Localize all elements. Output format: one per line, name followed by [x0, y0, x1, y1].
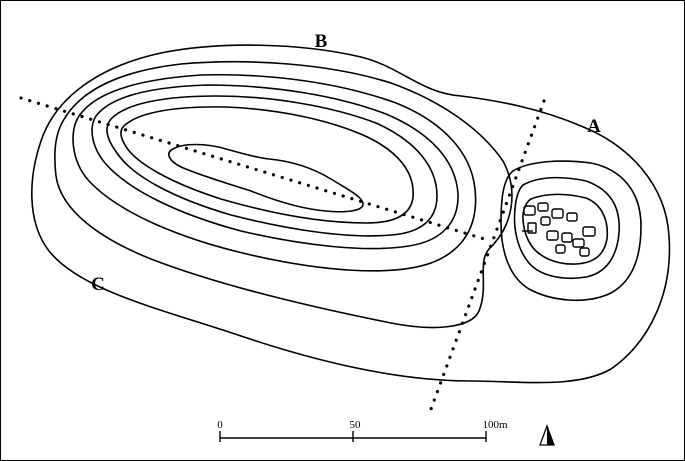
stone [582, 226, 596, 237]
stone [555, 244, 566, 254]
section-line-a [429, 99, 546, 411]
stone [523, 205, 536, 216]
stone [561, 232, 573, 243]
stone-remains [522, 202, 596, 257]
stone [551, 208, 564, 219]
scale-label-0: 0 [217, 419, 223, 431]
outer-contour [31, 44, 671, 384]
stone [566, 212, 578, 222]
large-hill-contour-1 [54, 60, 513, 329]
stone [527, 222, 537, 234]
scale-label-100m: 100m [482, 419, 508, 431]
stone [579, 247, 590, 257]
label-b: B [315, 31, 328, 52]
stone [537, 202, 549, 212]
section-line-c [19, 96, 493, 243]
large-hill-contour-2 [72, 73, 477, 272]
scale-label-50: 50 [350, 419, 362, 431]
north-arrow-icon [539, 424, 555, 446]
stone [546, 230, 559, 241]
large-hill-contour-5 [120, 106, 414, 224]
scale-bar: 0 50 100m [217, 419, 508, 442]
stone [572, 238, 585, 248]
stone [540, 216, 551, 226]
label-c: C [91, 274, 105, 295]
large-hill-contour-3 [91, 84, 459, 250]
large-hill-summit-contour [168, 143, 364, 213]
label-a: A [587, 116, 601, 137]
large-hill-contour-4 [106, 95, 438, 237]
small-hill-contour-1 [500, 160, 642, 302]
small-hill-contour-2 [513, 176, 620, 279]
